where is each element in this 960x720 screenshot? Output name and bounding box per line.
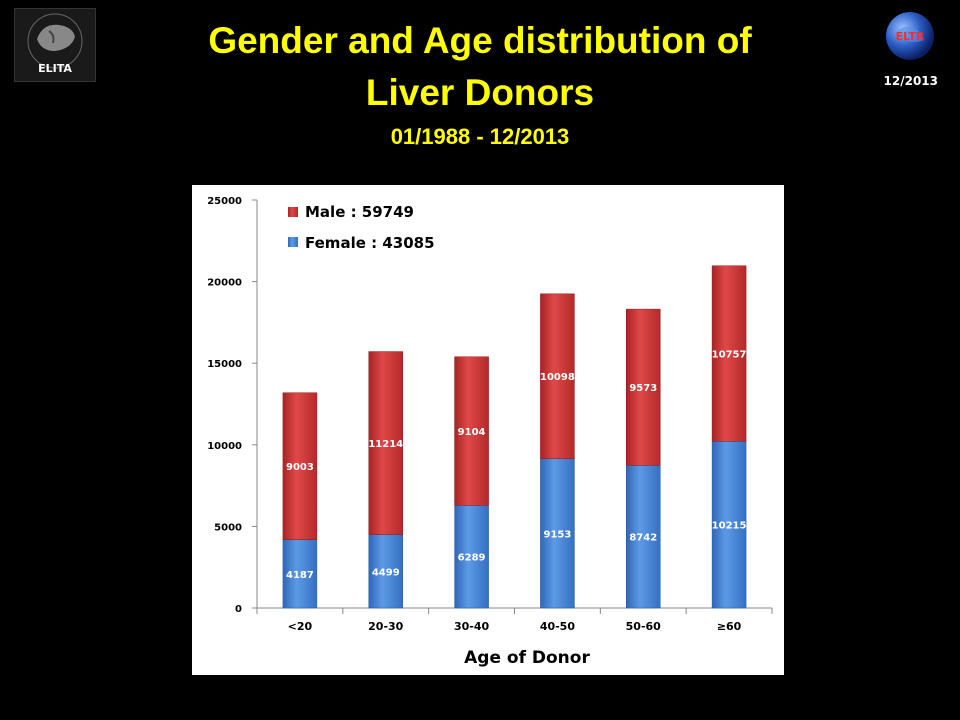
legend-label-male: Male : 59749 xyxy=(305,203,414,221)
bar-male xyxy=(282,392,318,540)
legend-label-female: Female : 43085 xyxy=(305,234,435,252)
y-tick-label: 20000 xyxy=(207,278,242,289)
data-label-male: 9104 xyxy=(458,427,486,438)
data-label-female: 4187 xyxy=(286,570,314,581)
page-title-line2: Liver Donors xyxy=(365,72,595,113)
x-tick-label: 40-50 xyxy=(540,620,576,633)
y-tick-label: 5000 xyxy=(214,522,242,533)
data-label-female: 4499 xyxy=(372,567,400,578)
bar-male xyxy=(711,265,747,442)
data-label-male: 10757 xyxy=(712,350,747,361)
x-axis-label: Age of Donor xyxy=(464,648,590,668)
y-tick-label: 10000 xyxy=(207,441,242,452)
eltr-globe-logo: ELTR xyxy=(886,12,934,60)
bar-female xyxy=(626,465,661,609)
x-tick-label: <20 xyxy=(288,620,313,633)
liver-emblem-icon xyxy=(27,13,83,69)
data-label-male: 11214 xyxy=(368,439,403,450)
bar-female xyxy=(282,539,318,609)
data-label-female: 9153 xyxy=(543,529,571,540)
x-tick-label: ≥60 xyxy=(717,620,742,633)
x-tick-label: 50-60 xyxy=(626,620,662,633)
data-label-female: 10215 xyxy=(712,521,747,532)
legend: Male : 59749 Female : 43085 xyxy=(288,203,435,252)
bar-female xyxy=(540,458,575,609)
bar-male xyxy=(454,356,489,506)
eltr-logo-text: ELTR xyxy=(896,30,925,43)
y-tick-label: 25000 xyxy=(207,196,242,207)
bar-male xyxy=(540,293,575,459)
y-tick-label: 0 xyxy=(235,604,242,615)
y-axis-label: Number of transplants xyxy=(168,295,188,512)
y-tick-label: 15000 xyxy=(207,359,242,370)
data-label-male: 9003 xyxy=(286,462,314,473)
legend-swatch-male xyxy=(288,207,298,217)
elita-logo-text: ELITA xyxy=(38,62,72,75)
data-label-male: 10098 xyxy=(540,372,575,383)
data-label-male: 9573 xyxy=(629,383,657,394)
x-tick-label: 20-30 xyxy=(368,620,404,633)
elita-logo: ELITA xyxy=(14,8,96,82)
page-subtitle: 01/1988 - 12/2013 xyxy=(390,124,570,149)
bar-male xyxy=(626,308,661,466)
data-label-female: 8742 xyxy=(629,533,657,544)
bar-male xyxy=(368,351,403,535)
bar-female xyxy=(454,505,489,609)
date-label: 12/2013 xyxy=(883,74,938,88)
page-title-line1: Gender and Age distribution of xyxy=(208,20,752,61)
legend-swatch-female xyxy=(288,237,298,247)
data-label-female: 6289 xyxy=(458,553,486,564)
bar-female xyxy=(711,441,747,609)
x-tick-label: 30-40 xyxy=(454,620,490,633)
